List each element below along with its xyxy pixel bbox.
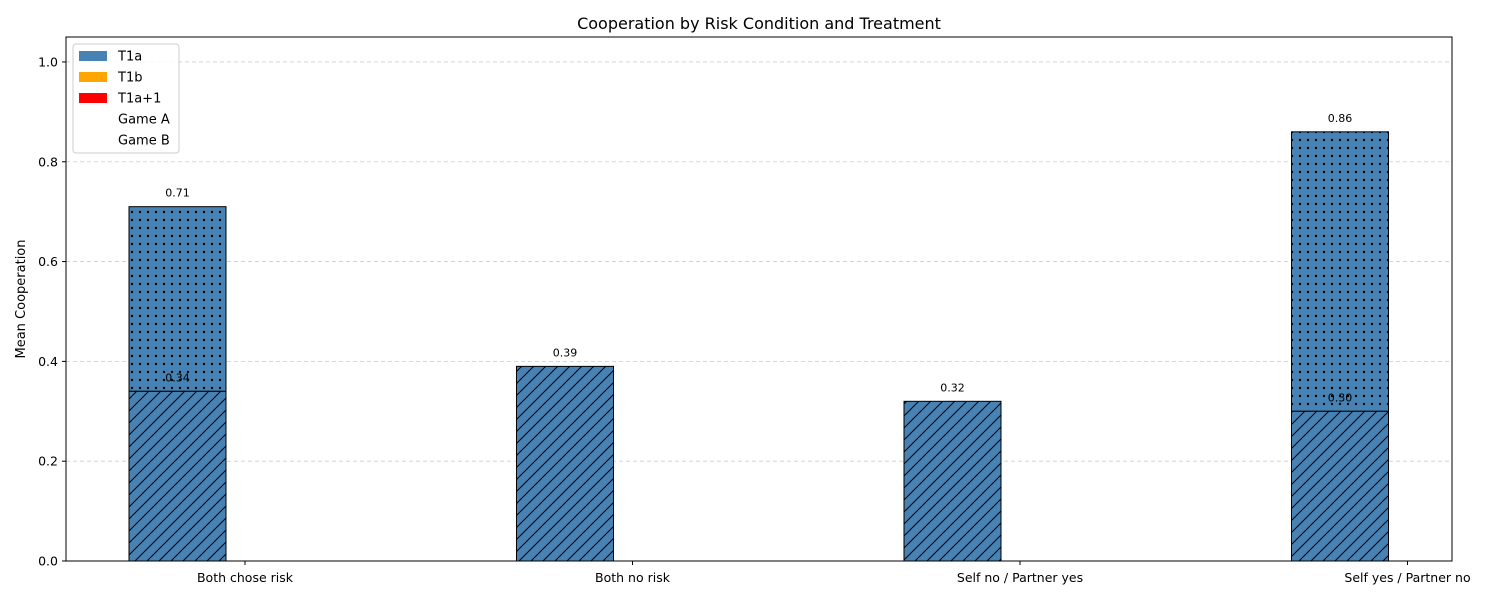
plot-frame bbox=[65, 36, 1453, 562]
bar-game-a bbox=[903, 400, 1002, 562]
bar-label-game-a: 0.34 bbox=[165, 371, 190, 384]
y-tick-label: 0.6 bbox=[38, 254, 58, 269]
bar-game-a bbox=[128, 390, 227, 562]
bar-label-game-a: 0.30 bbox=[1328, 391, 1353, 404]
bar-game-b bbox=[1291, 131, 1389, 412]
legend-label: Game A bbox=[118, 113, 170, 128]
axis-ticks: 0.0 0.2 0.4 0.6 0.8 1.0 Both chose risk Both no… bbox=[38, 54, 1470, 585]
y-tick-label: 0.2 bbox=[38, 454, 58, 469]
bar-game-a bbox=[1291, 410, 1389, 562]
chart-title: Cooperation by Risk Condition and Treatm… bbox=[577, 14, 941, 33]
bar-game-b bbox=[128, 206, 227, 392]
x-tick-label: Both chose risk bbox=[197, 570, 294, 585]
x-tick-label: Self yes / Partner no bbox=[1344, 570, 1470, 585]
legend-label: T1b bbox=[117, 71, 142, 86]
x-tick-label: Both no risk bbox=[595, 570, 671, 585]
bar-game-a bbox=[516, 365, 614, 562]
x-tick-label: Self no / Partner yes bbox=[957, 570, 1083, 585]
grid-lines bbox=[66, 61, 1452, 462]
y-tick-label: 0.8 bbox=[38, 154, 58, 169]
bars bbox=[128, 131, 1389, 562]
legend-label: T1a+1 bbox=[117, 92, 161, 107]
bar-value-labels: 0.71 0.34 0.39 0.32 0.86 0.30 bbox=[165, 112, 1352, 404]
bar-label-game-b: 0.71 bbox=[165, 187, 190, 200]
legend: T1a T1b T1a+1 Game A Game B bbox=[72, 43, 180, 154]
legend-frame bbox=[72, 43, 180, 154]
legend-swatch bbox=[79, 51, 107, 61]
bar-label-game-b: 0.86 bbox=[1328, 112, 1353, 125]
legend-swatch bbox=[79, 93, 107, 103]
y-tick-label: 1.0 bbox=[38, 54, 58, 69]
legend-label: T1a bbox=[117, 50, 142, 65]
bar-label-game-a: 0.32 bbox=[940, 381, 965, 394]
legend-label: Game B bbox=[118, 134, 170, 149]
legend-swatch bbox=[79, 72, 107, 82]
bar-label-game-a: 0.39 bbox=[553, 346, 578, 359]
y-tick-label: 0.0 bbox=[38, 554, 58, 569]
y-tick-label: 0.4 bbox=[38, 354, 58, 369]
y-axis-title: Mean Cooperation bbox=[14, 240, 29, 359]
